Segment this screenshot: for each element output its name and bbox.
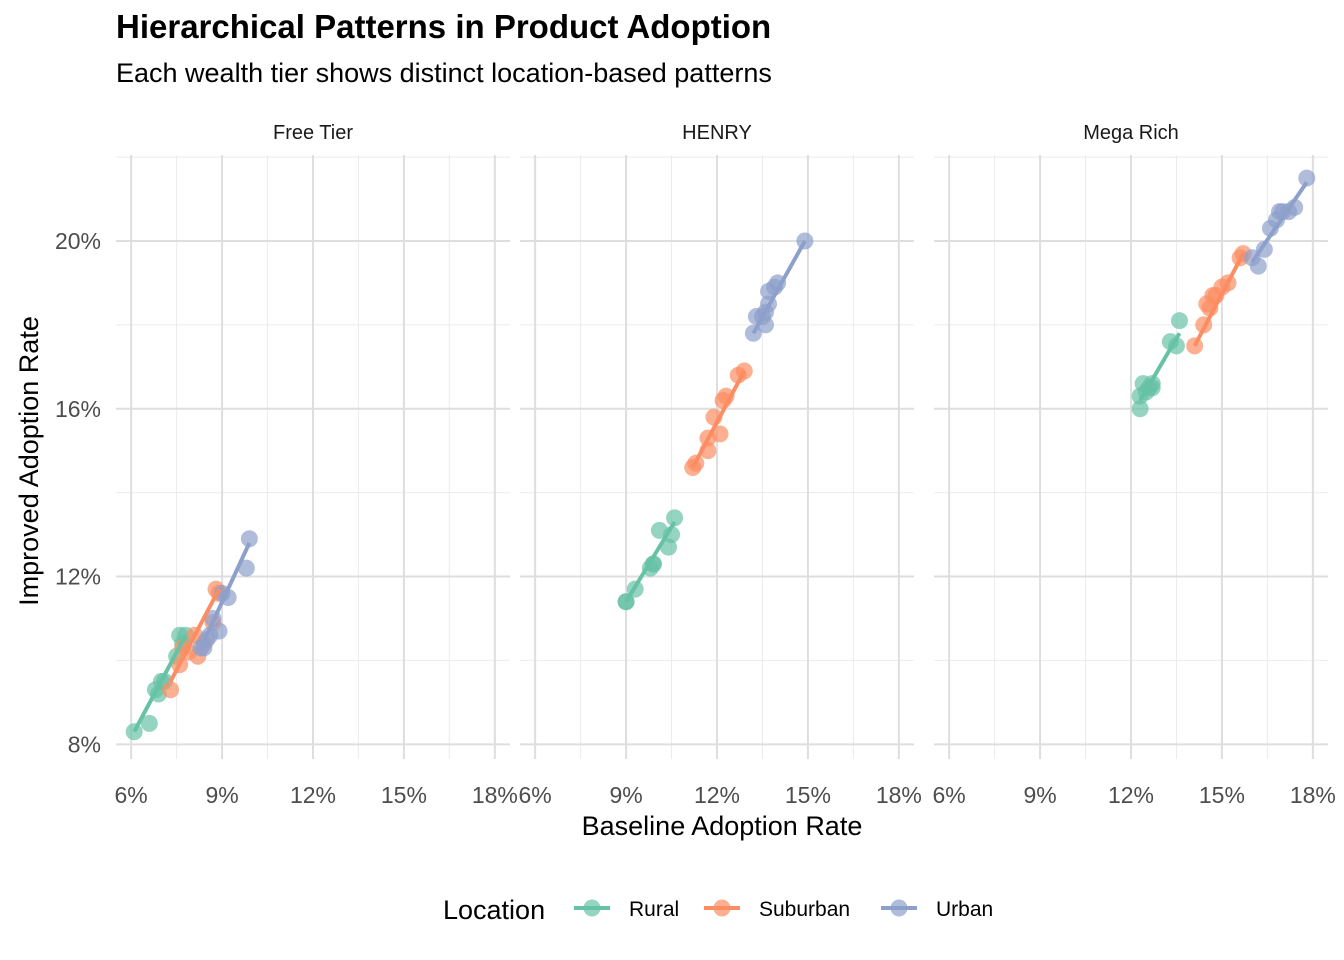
x-tick-label: 12% (290, 782, 336, 808)
x-tick-label: 9% (1023, 782, 1056, 808)
data-point-rural (1170, 312, 1188, 330)
data-point-urban (210, 622, 228, 640)
panel-free-tier: Free Tier 6% 9% 12% 15% 18% (115, 122, 518, 808)
x-tick-label: 6% (115, 782, 148, 808)
trend-line-rural (624, 520, 677, 603)
data-point-rural (140, 714, 158, 732)
x-tick-label: 12% (694, 782, 740, 808)
x-tick-label: 15% (381, 782, 427, 808)
y-tick-label: 12% (55, 564, 101, 590)
x-tick-label: 15% (1199, 782, 1245, 808)
x-axis-title: Baseline Adoption Rate (582, 811, 863, 841)
x-tick-label: 6% (519, 782, 552, 808)
panel-mega-rich: Mega Rich 6% 9% 12% 15% 18% (933, 122, 1336, 808)
x-tick-label: 15% (785, 782, 831, 808)
trend-line-urban (199, 542, 252, 649)
trend-line-urban (751, 240, 807, 335)
chart-title: Hierarchical Patterns in Product Adoptio… (116, 8, 772, 45)
legend-item-suburban: Suburban (704, 898, 850, 921)
data-point-rural (1131, 400, 1149, 418)
trend-line-suburban (168, 588, 221, 683)
y-tick-label: 8% (68, 731, 101, 757)
trend-line-suburban (1192, 252, 1245, 347)
trend-line-suburban (690, 370, 747, 469)
y-axis-title: Improved Adoption Rate (14, 316, 44, 606)
y-tick-label: 16% (55, 396, 101, 422)
trend-line-rural (132, 634, 188, 733)
trend-line-rural (1138, 332, 1182, 402)
data-point-rural (666, 509, 684, 527)
legend-key-point (890, 899, 908, 917)
legend-key-point (583, 899, 601, 917)
x-tick-label: 6% (933, 782, 966, 808)
x-tick-label: 18% (472, 782, 518, 808)
data-point-rural (644, 555, 662, 573)
y-tick-label: 20% (55, 228, 101, 254)
legend-label: Urban (936, 898, 993, 921)
x-tick-label: 9% (609, 782, 642, 808)
data-point-suburban (711, 425, 729, 443)
data-point-urban (237, 559, 255, 577)
chart-subtitle: Each wealth tier shows distinct location… (116, 58, 772, 88)
facet-strip-label: Free Tier (273, 122, 353, 144)
legend-label: Suburban (759, 898, 850, 921)
data-point-rural (1167, 337, 1185, 355)
legend-item-urban: Urban (881, 898, 993, 921)
x-tick-label: 18% (1290, 782, 1336, 808)
facet-strip-label: Mega Rich (1083, 122, 1179, 144)
panel-henry: HENRY 6% 9% 12% 15% 18% (519, 122, 922, 808)
legend-title: Location (443, 895, 545, 925)
trend-line-urban (1250, 181, 1309, 264)
data-point-suburban (162, 681, 180, 699)
data-point-urban (1298, 169, 1316, 187)
legend-item-rural: Rural (574, 898, 679, 921)
x-tick-label: 12% (1108, 782, 1154, 808)
legend-key-point (713, 899, 731, 917)
data-point-urban (240, 530, 258, 548)
x-tick-label: 18% (876, 782, 922, 808)
legend-label: Rural (629, 898, 679, 921)
legend: Location Rural Suburban Urban (443, 895, 993, 925)
facet-strip-label: HENRY (682, 122, 752, 144)
x-tick-label: 9% (205, 782, 238, 808)
